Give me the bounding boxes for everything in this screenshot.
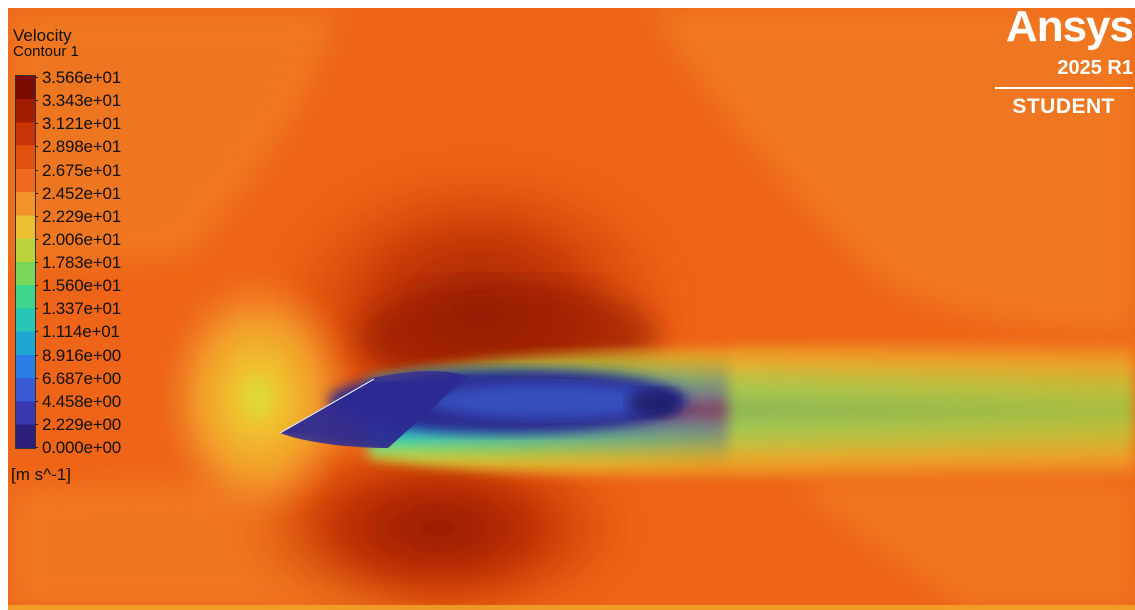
colorbar-tick-mark: [35, 308, 38, 309]
colorbar-tick-mark: [35, 239, 38, 240]
colorbar-tick-mark: [35, 146, 38, 147]
contour-viewport[interactable]: Velocity Contour 1 3.566e+01 3.343e+01 3.1…: [8, 8, 1135, 610]
colorbar-tick-mark: [35, 331, 38, 332]
colorbar-tick-label: 1.783e+01: [42, 253, 122, 272]
colorbar-tick-mark: [35, 424, 38, 425]
colorbar: [15, 75, 36, 449]
watermark-edition: STUDENT: [1012, 95, 1115, 118]
velocity-contour-field: [8, 8, 1135, 610]
colorbar-tick-mark: [35, 77, 38, 78]
colorbar-tick-label: 6.687e+00: [42, 369, 122, 388]
ansys-watermark: Ansys 2025 R1 STUDENT: [975, 8, 1135, 122]
colorbar-tick-label: 8.916e+00: [42, 346, 122, 365]
legend-units: [m s^-1]: [11, 465, 71, 484]
colorbar-tick-mark: [35, 262, 38, 263]
colorbar-tick-label: 3.121e+01: [42, 114, 122, 133]
colorbar-tick-label: 0.000e+00: [42, 438, 122, 457]
colorbar-tick-label: 2.452e+01: [42, 184, 122, 203]
colorbar-tick-mark: [35, 123, 38, 124]
colorbar-tick-label: 1.560e+01: [42, 276, 122, 295]
colorbar-tick-label: 2.898e+01: [42, 137, 122, 156]
colorbar-tick-mark: [35, 100, 38, 101]
colorbar-tick-mark: [35, 355, 38, 356]
colorbar-tick-label: 2.229e+01: [42, 207, 122, 226]
legend-title: Velocity: [13, 26, 72, 45]
colorbar-tick-label: 1.337e+01: [42, 299, 122, 318]
legend-subtitle: Contour 1: [13, 43, 79, 60]
colorbar-tick-mark: [35, 378, 38, 379]
colorbar-tick-label: 3.566e+01: [42, 68, 122, 87]
watermark-brand: Ansys: [1005, 8, 1134, 51]
colorbar-tick-label: 4.458e+00: [42, 392, 122, 411]
colorbar-tick-label: 2.006e+01: [42, 230, 122, 249]
watermark-version: 2025 R1: [1057, 57, 1133, 79]
colorbar-tick-label: 2.229e+00: [42, 415, 122, 434]
colorbar-tick-mark: [35, 401, 38, 402]
colorbar-tick-mark: [35, 193, 38, 194]
colorbar-tick-label: 1.114e+01: [42, 322, 120, 341]
colorbar-tick-mark: [35, 285, 38, 286]
colorbar-tick-mark: [35, 170, 38, 171]
colorbar-tick-label: 2.675e+01: [42, 161, 122, 180]
colorbar-tick-mark: [35, 216, 38, 217]
watermark-divider: [995, 87, 1133, 89]
colorbar-tick-label: 3.343e+01: [42, 91, 122, 110]
colorbar-tick-mark: [35, 447, 38, 448]
